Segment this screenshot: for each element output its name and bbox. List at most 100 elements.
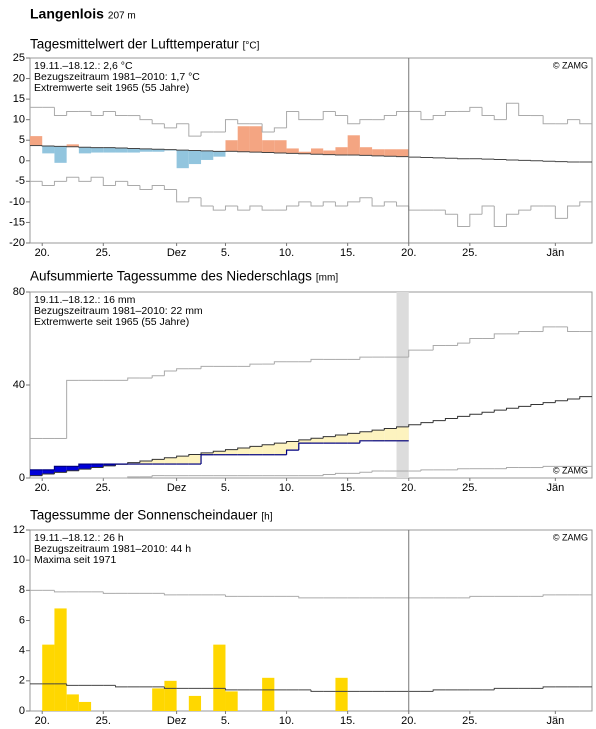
extreme-max-line bbox=[176, 123, 189, 128]
extreme-min-line bbox=[102, 177, 116, 186]
deviation-bar bbox=[311, 148, 324, 155]
normal-line bbox=[310, 689, 324, 692]
chart-title: Aufsummierte Tagessumme des Niederschlag… bbox=[30, 269, 312, 284]
normal-line bbox=[567, 398, 580, 401]
extreme-max-line bbox=[237, 119, 250, 125]
extreme-min-line bbox=[567, 205, 580, 219]
x-tick-label: 5. bbox=[221, 715, 230, 727]
y-tick-label: 4 bbox=[19, 645, 25, 657]
deviation-bar bbox=[274, 140, 287, 153]
deviation-bar bbox=[384, 149, 397, 157]
bar bbox=[78, 701, 92, 711]
x-tick-label: 25. bbox=[96, 482, 111, 494]
extreme-min-line bbox=[530, 205, 544, 211]
extreme-max-line bbox=[53, 107, 67, 117]
normal-line bbox=[322, 436, 336, 439]
difference-area bbox=[127, 462, 140, 465]
difference-area bbox=[384, 428, 397, 441]
extreme-min-line bbox=[469, 213, 483, 227]
deviation-bar bbox=[347, 135, 360, 156]
bar bbox=[42, 644, 55, 711]
x-tick-label: 20. bbox=[35, 247, 50, 259]
difference-area bbox=[249, 446, 263, 455]
deviation-bar bbox=[66, 144, 79, 147]
today-band bbox=[396, 292, 409, 478]
extreme-max-line bbox=[53, 590, 67, 593]
extreme-min-line bbox=[505, 213, 519, 227]
copyright: © ZAMG bbox=[553, 465, 588, 475]
extreme-min-line bbox=[554, 206, 568, 219]
normal-line bbox=[286, 440, 299, 444]
chart-title: Tagessumme der Sonnenscheindauer bbox=[30, 508, 258, 523]
extreme-max-line bbox=[200, 365, 214, 369]
x-tick-label: 20. bbox=[401, 482, 416, 494]
normal-line bbox=[41, 473, 55, 476]
deviation-bar bbox=[396, 149, 409, 157]
extreme-max-line bbox=[493, 115, 507, 121]
extreme-max-line bbox=[579, 119, 592, 125]
normal-line bbox=[432, 689, 446, 692]
difference-area bbox=[286, 441, 299, 451]
extreme-min-line bbox=[90, 176, 104, 182]
bar bbox=[262, 677, 275, 711]
x-tick-label: 5. bbox=[221, 247, 230, 259]
extreme-min-line bbox=[151, 184, 165, 190]
normal-line bbox=[383, 427, 397, 431]
extreme-max-line bbox=[347, 115, 360, 125]
normal-line bbox=[518, 405, 531, 409]
annotation: Bezugszeitraum 1981–2010: 44 h bbox=[34, 543, 191, 555]
bar bbox=[54, 608, 67, 711]
deviation-bar bbox=[176, 150, 189, 169]
extreme-min-line bbox=[542, 465, 556, 468]
extreme-min-line bbox=[115, 180, 128, 186]
y-tick-label: 10 bbox=[13, 114, 25, 126]
extreme-max-line bbox=[176, 368, 189, 372]
deviation-bar bbox=[225, 140, 238, 152]
cumulative-line bbox=[298, 442, 311, 451]
deviation-bar bbox=[152, 149, 165, 152]
extreme-max-line bbox=[383, 115, 397, 120]
y-tick-label: 2 bbox=[19, 675, 25, 687]
deviation-bar bbox=[237, 126, 250, 152]
bar bbox=[164, 680, 177, 711]
extreme-min-line bbox=[420, 469, 434, 472]
normal-line bbox=[224, 449, 238, 452]
x-tick-label: Jän bbox=[546, 715, 564, 727]
extreme-min-line bbox=[396, 201, 409, 207]
extreme-min-line bbox=[310, 201, 324, 207]
extreme-max-line bbox=[163, 593, 177, 596]
deviation-bar bbox=[359, 147, 373, 156]
panel: Aufsummierte Tagessumme des Niederschlag… bbox=[13, 269, 593, 494]
extreme-max-line bbox=[273, 361, 287, 365]
extreme-max-line bbox=[188, 123, 202, 137]
bar bbox=[225, 691, 238, 711]
extreme-max-line bbox=[408, 349, 421, 358]
extreme-max-line bbox=[542, 594, 556, 597]
annotation: Extremwerte seit 1965 (55 Jahre) bbox=[34, 82, 189, 94]
extreme-min-line bbox=[457, 468, 470, 470]
extreme-min-line bbox=[212, 206, 226, 211]
extreme-min-line bbox=[200, 197, 214, 207]
extreme-min-line bbox=[322, 474, 336, 476]
y-tick-label: 5 bbox=[19, 134, 25, 146]
extreme-min-line bbox=[359, 197, 373, 202]
y-tick-label: 40 bbox=[13, 379, 25, 391]
x-tick-label: 20. bbox=[401, 715, 416, 727]
extreme-min-line bbox=[188, 197, 202, 202]
normal-line bbox=[493, 409, 507, 413]
extreme-min-line bbox=[334, 472, 348, 475]
normal-line bbox=[530, 404, 544, 407]
extreme-max-line bbox=[481, 107, 495, 117]
deviation-bar bbox=[78, 147, 92, 154]
difference-area bbox=[139, 461, 153, 465]
normal-line bbox=[444, 417, 458, 421]
cumulative-line bbox=[53, 465, 67, 470]
unit: [°C] bbox=[243, 41, 260, 52]
y-tick-label: 12 bbox=[13, 524, 25, 536]
extreme-max-line bbox=[66, 110, 79, 116]
extreme-min-line bbox=[493, 206, 507, 228]
difference-area bbox=[78, 464, 92, 470]
cumulative-line bbox=[78, 463, 92, 467]
cumulative-line bbox=[359, 440, 373, 444]
difference-area bbox=[237, 448, 250, 455]
